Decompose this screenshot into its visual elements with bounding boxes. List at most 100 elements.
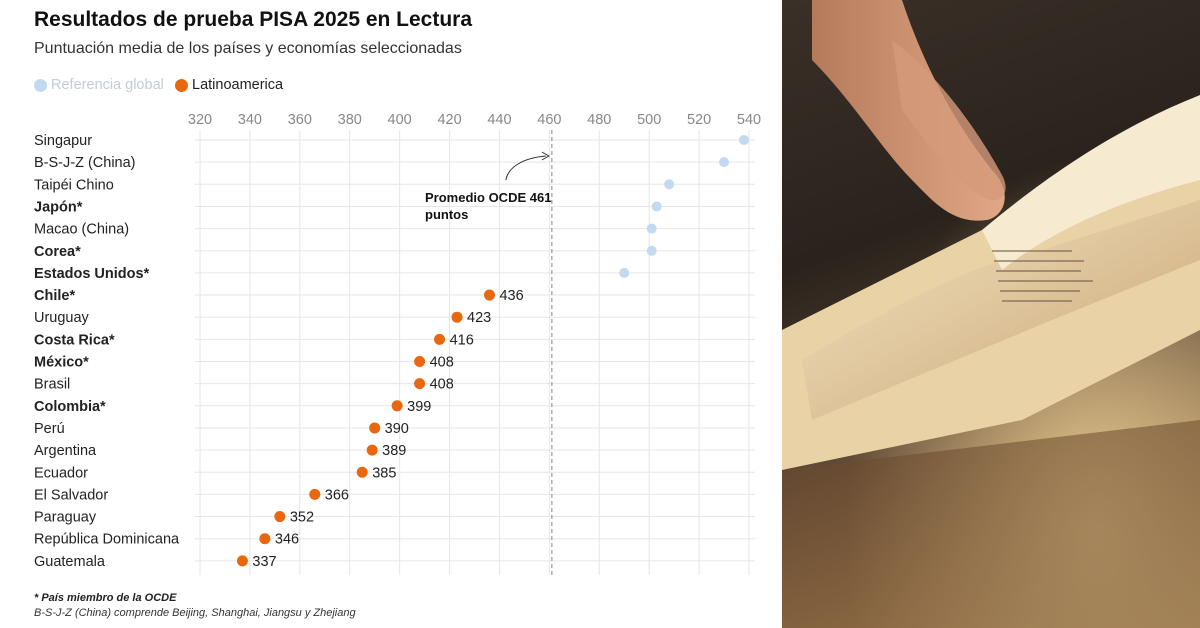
country-label: B-S-J-Z (China): [34, 155, 136, 171]
page-text-lines: [992, 250, 1093, 302]
x-tick-label: 380: [338, 112, 362, 128]
country-label: Brasil: [34, 377, 70, 393]
hand-finger-highlight: [892, 40, 1006, 201]
country-row: Estados Unidos*: [34, 266, 630, 282]
annotation-label-line2: puntos: [425, 207, 468, 222]
country-label: Ecuador: [34, 465, 88, 481]
chart-title: Resultados de prueba PISA 2025 en Lectur…: [34, 8, 473, 31]
data-point-latam: [369, 422, 381, 434]
country-row: Guatemala 337: [34, 554, 277, 570]
data-point-global: [646, 223, 657, 234]
data-label: 416: [450, 332, 474, 348]
data-point-global: [664, 179, 675, 190]
x-tick-label: 440: [487, 112, 511, 128]
country-row: República Dominicana 346: [34, 532, 299, 548]
x-tick-label: 500: [637, 112, 661, 128]
legend-item-global: Referencia global: [34, 77, 164, 93]
country-row: México* 408: [34, 355, 454, 371]
country-label: Colombia*: [34, 399, 106, 415]
country-label: Guatemala: [34, 554, 106, 570]
country-row: Corea*: [34, 244, 657, 260]
data-label: 436: [499, 288, 523, 304]
open-book-photo: [782, 0, 1200, 628]
data-point-global: [646, 245, 657, 256]
book-curled-page: [982, 95, 1200, 270]
country-row: Paraguay 352: [34, 510, 314, 526]
country-label: Uruguay: [34, 310, 90, 326]
annotation-label-line1: Promedio OCDE 461: [425, 190, 551, 205]
annotation-arrow: [505, 155, 546, 181]
country-row: Argentina 389: [34, 443, 406, 459]
country-row: El Salvador 366: [34, 487, 349, 503]
data-point-latam: [414, 356, 426, 367]
chart-panel: Resultados de prueba PISA 2025 en Lectur…: [34, 8, 762, 619]
dot-plot: 320 340 360 380 400 420 440 460 480 500 520 540 Pro…: [34, 112, 761, 575]
data-point-latam: [391, 400, 403, 412]
country-label: El Salvador: [34, 487, 108, 503]
data-label: 385: [372, 465, 396, 481]
footnote-bsjz: B-S-J-Z (China) comprende Beijing, Shang…: [34, 607, 356, 619]
data-point-latam: [366, 444, 378, 456]
annotation-arrowhead: [541, 151, 550, 161]
country-row: Costa Rica* 416: [34, 332, 474, 348]
table-surface: [782, 420, 1200, 628]
data-point-latam: [259, 533, 271, 545]
country-row: Chile* 436: [34, 288, 524, 304]
grid-lines: [195, 130, 755, 575]
legend-label-global: Referencia global: [51, 77, 164, 93]
data-label: 366: [325, 487, 349, 503]
country-label: Paraguay: [34, 510, 97, 526]
data-label: 389: [382, 443, 406, 459]
country-label: Estados Unidos*: [34, 266, 150, 282]
data-point-global: [619, 267, 630, 278]
data-point-latam: [451, 311, 463, 323]
country-row: Singapur: [34, 133, 750, 149]
data-label: 408: [430, 355, 454, 371]
country-label: Taipéi Chino: [34, 177, 114, 193]
country-label: Corea*: [34, 244, 81, 260]
data-label: 408: [430, 377, 454, 393]
legend-swatch-global: [34, 78, 47, 92]
x-axis-ticks: 320 340 360 380 400 420 440 460 480 500 520 540: [188, 112, 761, 128]
country-label: Perú: [34, 421, 65, 437]
country-label: República Dominicana: [34, 532, 180, 548]
data-point-global: [651, 201, 662, 212]
x-tick-label: 400: [388, 112, 412, 128]
country-label: Singapur: [34, 133, 92, 149]
data-label: 423: [467, 310, 491, 326]
data-point-latam: [483, 289, 495, 301]
data-point-latam: [309, 488, 321, 500]
x-tick-label: 540: [737, 112, 761, 128]
footnote-oecd: * País miembro de la OCDE: [34, 592, 177, 604]
data-label: 346: [275, 532, 299, 548]
data-point-latam: [356, 466, 368, 478]
data-label: 352: [290, 510, 314, 526]
x-tick-label: 340: [238, 112, 262, 128]
country-row: Japón*: [34, 199, 662, 215]
country-rows: Singapur B-S-J-Z (China) Taipéi Chino Japón…: [34, 133, 750, 570]
country-row: Perú 390: [34, 421, 409, 437]
data-point-latam: [274, 511, 286, 523]
data-point-global: [719, 157, 730, 168]
country-label: Chile*: [34, 288, 75, 304]
country-label: Macao (China): [34, 222, 129, 238]
data-point-latam: [236, 555, 248, 567]
x-tick-label: 520: [687, 112, 711, 128]
x-tick-label: 320: [188, 112, 212, 128]
legend-item-latam: Latinoamerica: [175, 77, 283, 93]
reference-line-group: Promedio OCDE 461 puntos: [425, 130, 553, 575]
country-label: Costa Rica*: [34, 332, 115, 348]
chart-subtitle: Puntuación media de los países y economí…: [34, 40, 462, 57]
country-label: México*: [34, 355, 89, 371]
country-row: Uruguay 423: [34, 310, 491, 326]
data-point-latam: [434, 333, 446, 345]
country-row: Macao (China): [34, 222, 657, 238]
x-tick-label: 460: [537, 112, 561, 128]
book-open-page: [802, 200, 1200, 420]
legend-label-latam: Latinoamerica: [192, 77, 284, 93]
data-point-latam: [414, 378, 426, 390]
x-tick-label: 420: [437, 112, 461, 128]
country-row: Brasil 408: [34, 377, 454, 393]
book-illustration: [782, 0, 1200, 628]
data-label: 399: [407, 399, 431, 415]
